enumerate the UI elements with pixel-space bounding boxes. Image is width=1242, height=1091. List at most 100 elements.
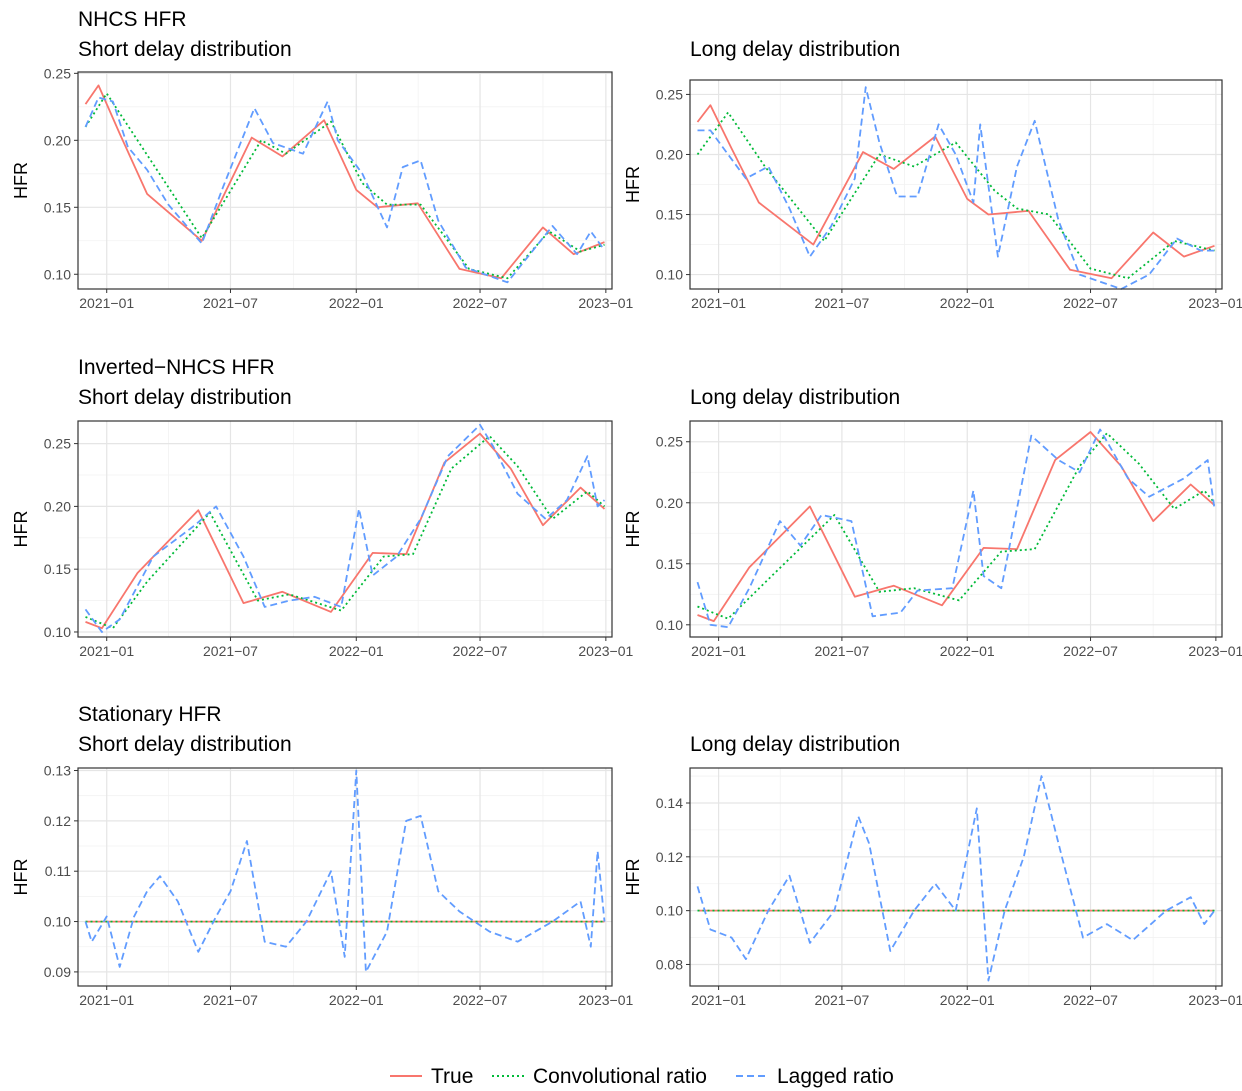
x-tick-label: 2022−07: [453, 643, 508, 659]
legend-label-true: True: [431, 1065, 473, 1088]
x-tick-label: 2023−01: [578, 992, 633, 1008]
panel-border: [77, 71, 613, 290]
x-tick-label: 2023−01: [578, 643, 633, 659]
y-tick-label: 0.15: [656, 207, 683, 223]
x-tick-label: 2021−01: [691, 992, 746, 1008]
x-tick-label: 2022−01: [329, 295, 384, 311]
row-title-3: Stationary HFR: [78, 703, 222, 726]
y-axis-label: HFR: [623, 166, 643, 203]
x-tick-label: 2022−07: [453, 992, 508, 1008]
x-tick-label: 2022−01: [940, 992, 995, 1008]
legend: True Convolutional ratio Lagged ratio: [390, 1065, 894, 1088]
x-tick-label: 2022−01: [329, 992, 384, 1008]
y-tick-label: 0.15: [44, 561, 71, 577]
series-line-convolutional-ratio: [85, 435, 606, 630]
x-tick-label: 2022−07: [453, 295, 508, 311]
x-tick-label: 2021−07: [203, 643, 258, 659]
y-tick-label: 0.20: [44, 132, 71, 148]
x-tick-label: 2021−07: [814, 295, 869, 311]
x-tick-label: 2022−07: [1063, 643, 1118, 659]
panel-stationary-long: 2021−01 2021−07 2022−01 2022−07 2023−01 0.08 0…: [623, 733, 1242, 1008]
series-line-lagged-ratio: [697, 86, 1215, 290]
panel-nhcs-short: 2021−01 2021−07 2022−01 2022−07 2023−01 0.10 0…: [11, 38, 634, 311]
row-title-2: Inverted−NHCS HFR: [78, 356, 275, 379]
y-axis-label: HFR: [11, 859, 31, 896]
x-tick-label: 2023−01: [1188, 643, 1242, 659]
x-tick-label: 2021−07: [203, 992, 258, 1008]
y-tick-label: 0.10: [656, 617, 683, 633]
panel-title: Long delay distribution: [690, 733, 900, 756]
x-tick-label: 2021−01: [79, 643, 134, 659]
y-tick-label: 0.25: [656, 434, 683, 450]
series-line-true: [696, 104, 1215, 280]
x-tick-label: 2021−01: [79, 295, 134, 311]
x-tick-label: 2022−07: [1063, 992, 1118, 1008]
panel-inverted-long: 2021−01 2021−07 2022−01 2022−07 2023−01 0.10 0…: [623, 386, 1242, 659]
y-tick-label: 0.25: [656, 86, 683, 102]
x-tick-label: 2022−01: [329, 643, 384, 659]
panel-stationary-short: 2021−01 2021−07 2022−01 2022−07 2023−01 0.09 0…: [11, 733, 634, 1008]
x-tick-label: 2021−01: [691, 295, 746, 311]
x-tick-label: 2022−01: [940, 295, 995, 311]
y-tick-label: 0.20: [656, 146, 683, 162]
y-tick-label: 0.10: [656, 903, 683, 919]
x-tick-label: 2023−01: [1188, 295, 1242, 311]
series-line-true: [697, 431, 1216, 622]
x-tick-label: 2021−07: [814, 992, 869, 1008]
panel-title: Long delay distribution: [690, 38, 900, 61]
panel-border: [689, 767, 1223, 987]
y-tick-label: 0.13: [44, 763, 71, 779]
panel-inverted-short: 2021−01 2021−07 2022−01 2022−07 2023−01 0.10 0…: [11, 386, 634, 659]
y-axis-label: HFR: [11, 511, 31, 548]
plot-background: [78, 72, 612, 289]
series-line-lagged-ratio: [84, 769, 606, 973]
plot-background: [690, 421, 1222, 637]
y-axis-label: HFR: [11, 162, 31, 199]
x-tick-label: 2021−01: [79, 992, 134, 1008]
panel-border: [689, 420, 1223, 638]
x-tick-label: 2021−01: [691, 643, 746, 659]
row-title-1: NHCS HFR: [78, 8, 187, 31]
x-tick-label: 2023−01: [1188, 992, 1242, 1008]
y-tick-label: 0.09: [44, 964, 71, 980]
series-line-convolutional-ratio: [696, 111, 1215, 280]
y-tick-label: 0.20: [44, 498, 71, 514]
x-tick-label: 2021−07: [814, 643, 869, 659]
series-line-convolutional-ratio: [697, 432, 1216, 620]
y-axis-label: HFR: [623, 859, 643, 896]
y-tick-label: 0.14: [656, 795, 683, 811]
y-tick-label: 0.10: [44, 266, 71, 282]
y-axis-label: HFR: [623, 511, 643, 548]
y-tick-label: 0.15: [44, 199, 71, 215]
y-tick-label: 0.10: [44, 914, 71, 930]
legend-label-convolutional: Convolutional ratio: [533, 1065, 707, 1088]
panel-border: [77, 767, 613, 987]
legend-label-lagged: Lagged ratio: [777, 1065, 894, 1088]
x-tick-label: 2021−07: [203, 295, 258, 311]
plot-background: [690, 768, 1222, 986]
panel-title: Short delay distribution: [78, 38, 292, 61]
y-tick-label: 0.12: [44, 813, 71, 829]
series-line-lagged-ratio: [696, 428, 1216, 629]
plot-background: [78, 421, 612, 637]
y-tick-label: 0.08: [656, 956, 683, 972]
x-tick-label: 2022−07: [1063, 295, 1118, 311]
y-tick-label: 0.25: [44, 65, 71, 81]
series-line-true: [84, 84, 605, 280]
x-tick-label: 2023−01: [578, 295, 633, 311]
y-tick-label: 0.12: [656, 849, 683, 865]
panel-title: Short delay distribution: [78, 386, 292, 409]
y-tick-label: 0.25: [44, 436, 71, 452]
x-tick-label: 2022−01: [940, 643, 995, 659]
series-line-lagged-ratio: [696, 775, 1216, 982]
panel-border: [77, 420, 613, 638]
panel-title: Short delay distribution: [78, 733, 292, 756]
panel-border: [689, 79, 1223, 290]
y-tick-label: 0.10: [44, 624, 71, 640]
y-tick-label: 0.20: [656, 495, 683, 511]
y-tick-label: 0.11: [45, 863, 71, 879]
y-tick-label: 0.10: [656, 267, 683, 283]
series-line-lagged-ratio: [84, 423, 606, 633]
series-line-lagged-ratio: [84, 96, 606, 284]
